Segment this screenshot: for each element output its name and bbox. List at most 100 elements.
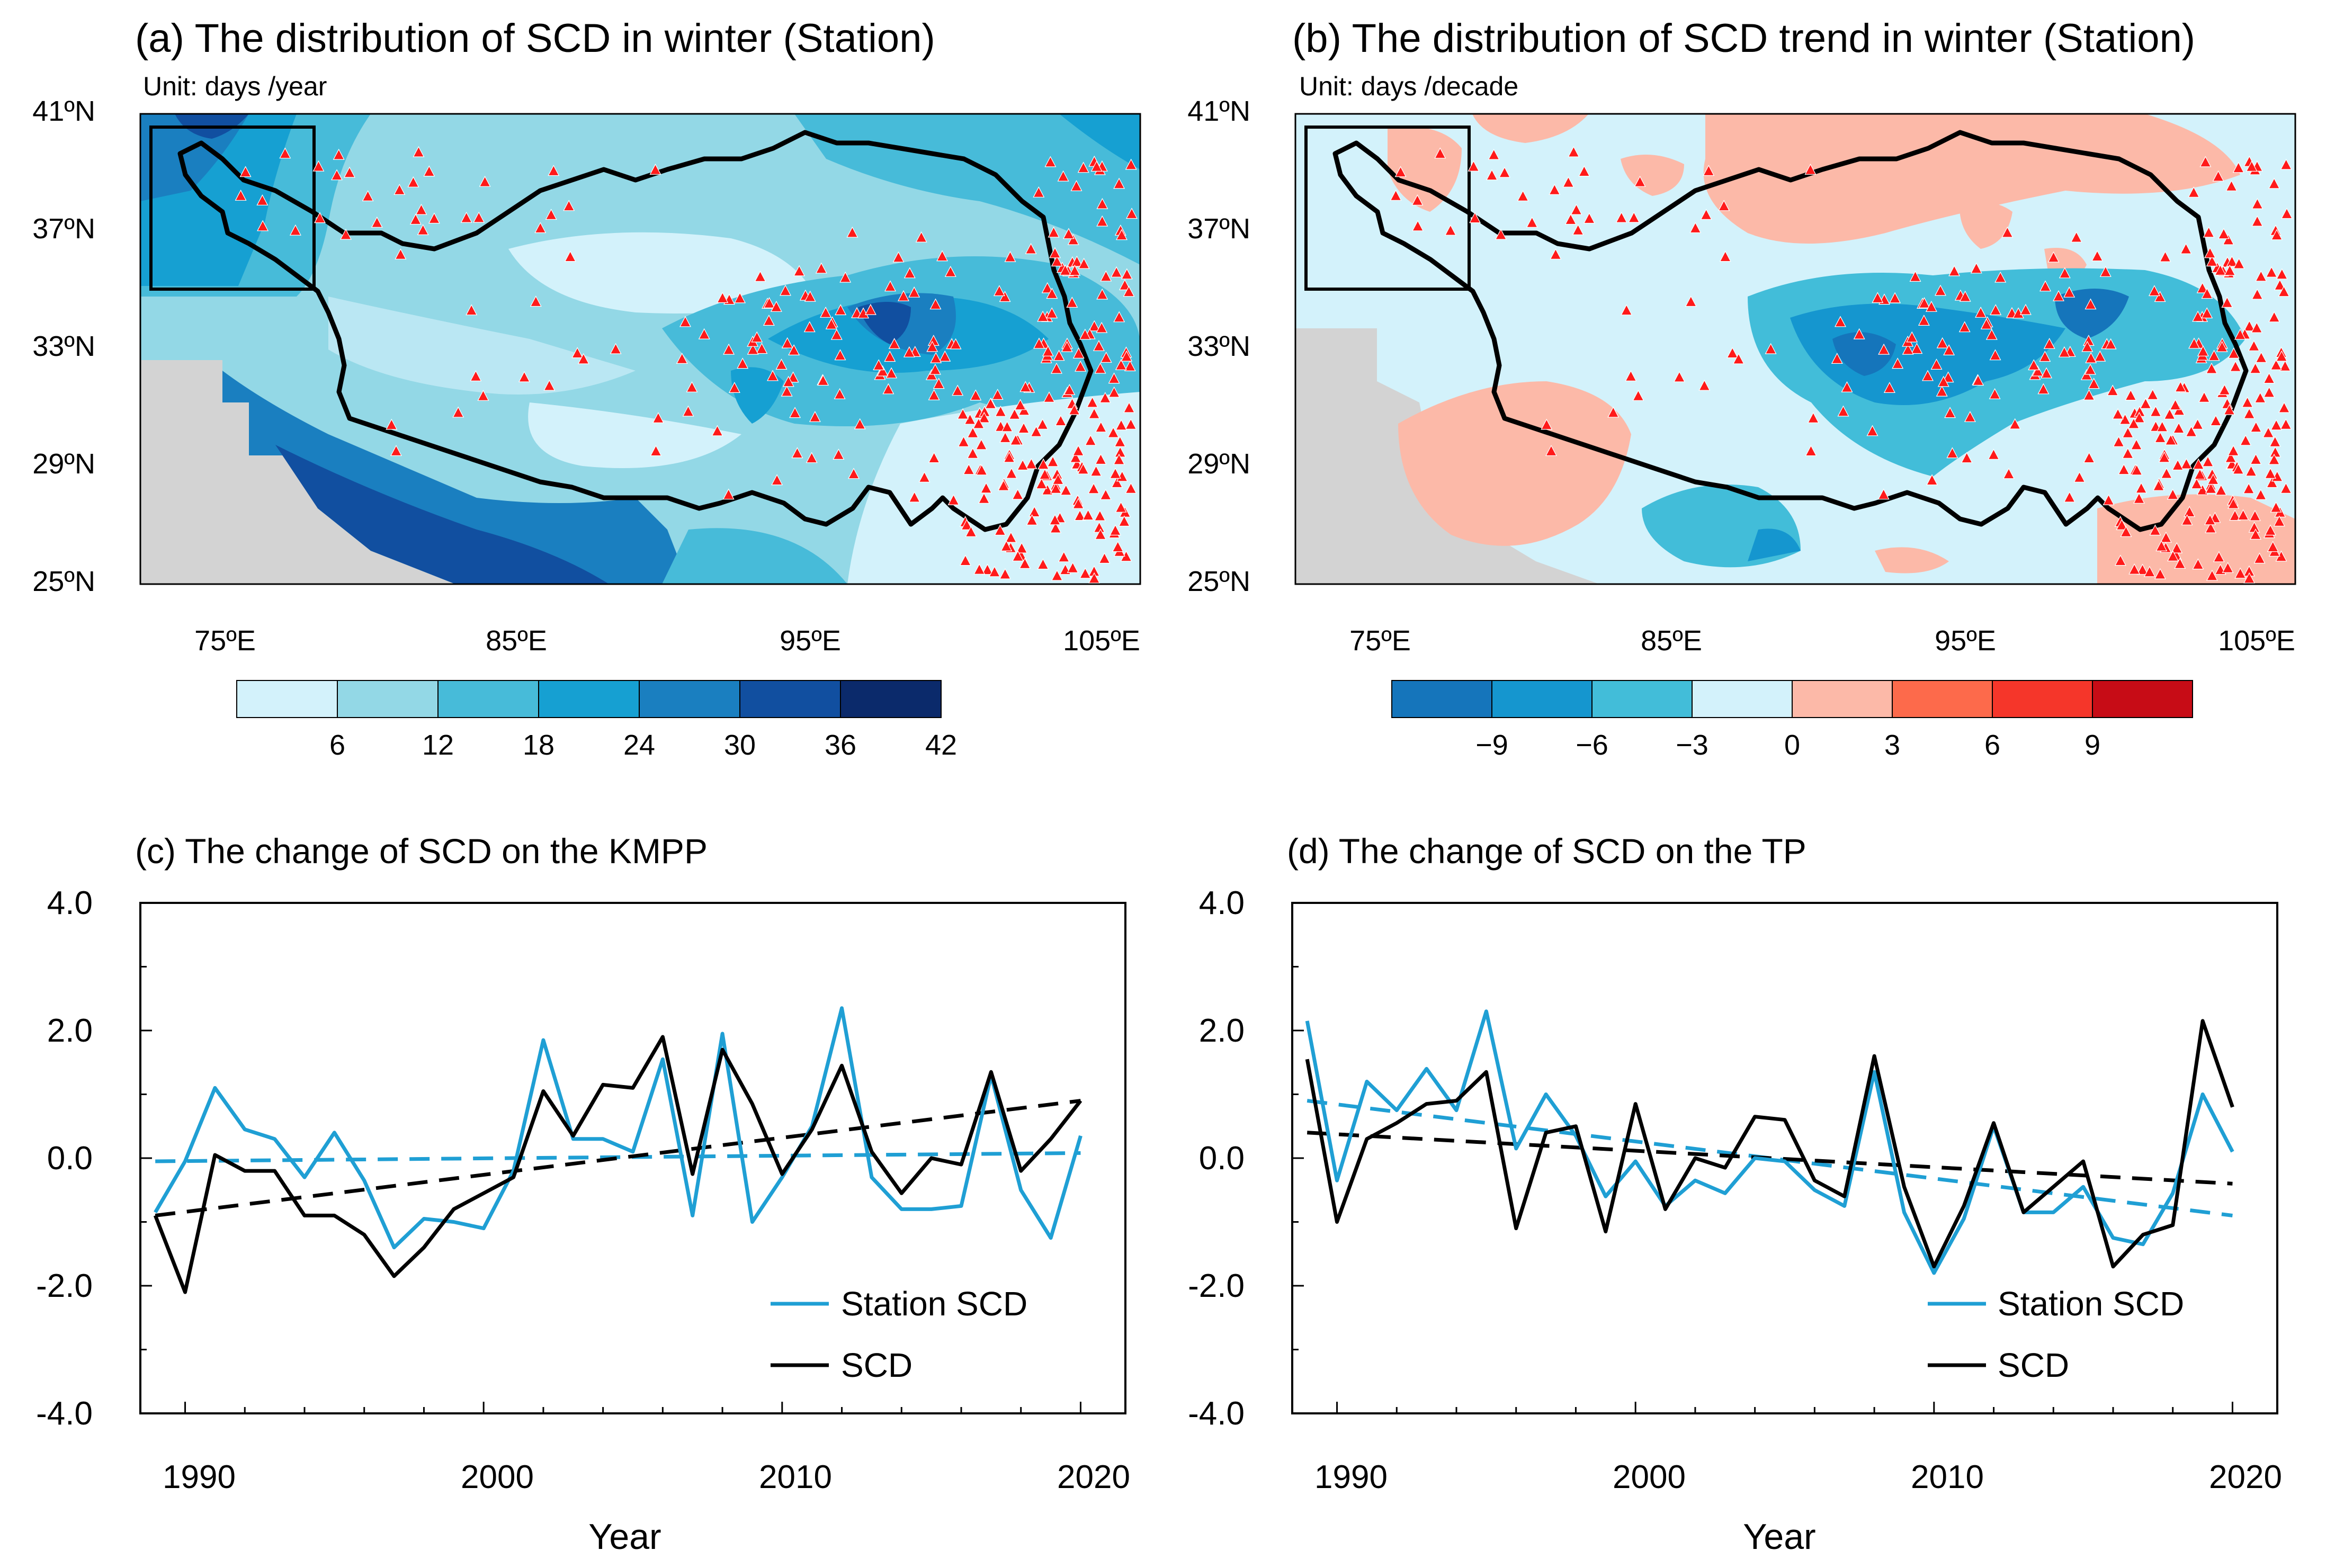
panel-b-station-marker — [2174, 558, 2186, 569]
panel-b-station-marker — [2131, 438, 2142, 450]
panel-a-station-marker — [395, 248, 407, 259]
panel-a-station-marker — [925, 369, 937, 380]
panel-a-station-marker — [1012, 488, 1024, 500]
panel-b-station-marker — [2225, 451, 2236, 463]
panel-c-trend-station — [155, 1151, 1081, 1163]
panel-a-station-marker — [980, 482, 992, 494]
panel-a-unit: Unit: days /year — [143, 71, 327, 101]
panel-b-station-marker — [1831, 353, 1843, 364]
panel-a-lat-tick-29: 29ºN — [32, 448, 95, 480]
panel-b-station-marker — [1517, 190, 1529, 201]
panel-b-station-marker — [1990, 304, 2002, 316]
panel-b-station-marker — [1930, 359, 1943, 370]
panel-c-y-tick-4: 4.0 — [47, 885, 93, 921]
panel-a-station-marker — [957, 408, 969, 419]
panel-a-station-marker — [908, 286, 920, 298]
panel-b-station-marker — [1550, 248, 1562, 259]
panel-b-station-marker — [1698, 379, 1711, 391]
panel-b-station-marker — [1906, 331, 1918, 343]
panel-c-series-station-scd — [154, 1006, 1083, 1250]
panel-a-station-marker — [698, 328, 710, 339]
panel-a-station-marker — [998, 479, 1009, 491]
panel-d-y-tick-m2: -2.0 — [1188, 1268, 1245, 1304]
panel-b-station-marker — [2127, 417, 2140, 429]
panel-b-station-marker — [2009, 418, 2021, 429]
panel-a-station-marker — [903, 346, 915, 357]
panel-a-station-marker — [1049, 247, 1061, 258]
panel-a-station-marker — [1111, 266, 1123, 277]
panel-a-station-marker — [1041, 282, 1053, 293]
panel-b-station-marker — [2243, 407, 2256, 419]
panel-a-station-marker — [1119, 279, 1131, 290]
panel-a-station-marker — [1088, 407, 1101, 419]
panel-b-station-marker — [2250, 528, 2261, 540]
panel-b-station-marker — [2085, 298, 2097, 310]
panel-c-legend-label-scd: SCD — [841, 1346, 912, 1384]
panel-d-series-station-scd — [1305, 1009, 2234, 1275]
panel-b-station-marker — [2215, 484, 2227, 496]
panel-b-station-marker — [1726, 347, 1739, 359]
panel-b-colorbar-bin-6 — [1992, 680, 2093, 718]
panel-a-station-marker — [967, 447, 979, 459]
panel-b-colorbar-bin-2 — [1591, 680, 1693, 718]
panel-a-station-marker — [864, 303, 876, 315]
panel-a-station-marker — [751, 331, 763, 343]
panel-a-station-marker — [717, 292, 729, 303]
panel-a-station-marker — [1051, 255, 1063, 267]
panel-a-tp-boundary — [177, 130, 1094, 532]
panel-a-station-marker — [1118, 515, 1130, 527]
panel-b-station-marker — [2188, 337, 2200, 349]
panel-b-station-marker — [2103, 494, 2115, 505]
panel-b-station-marker — [1989, 349, 2001, 361]
panel-b-station-marker — [1883, 382, 1895, 393]
panel-a-station-marker — [915, 231, 927, 243]
panel-a-station-marker — [1058, 551, 1070, 562]
panel-a-station-marker — [1090, 160, 1103, 172]
panel-b-station-marker — [2217, 228, 2230, 239]
panel-a-station-marker — [884, 351, 896, 362]
panel-b-lat-tick-29: 29ºN — [1187, 448, 1250, 480]
panel-b-station-marker — [1975, 307, 1987, 318]
panel-b-station-marker — [2180, 243, 2192, 254]
panel-b-station-marker — [2227, 497, 2240, 509]
panel-b-station-marker — [2083, 389, 2095, 400]
panel-b-station-marker — [2112, 408, 2124, 419]
panel-b-station-marker — [2253, 552, 2266, 564]
panel-b-station-marker — [2274, 279, 2286, 290]
panel-a-station-marker — [1014, 399, 1026, 410]
panel-a-station-marker — [722, 488, 735, 500]
panel-b-station-marker — [1732, 353, 1745, 364]
panel-a-station-marker — [1026, 514, 1038, 525]
panel-a-station-marker — [386, 418, 398, 430]
panel-b-station-marker — [2224, 264, 2236, 276]
panel-a-station-marker — [235, 190, 247, 201]
panel-b-station-marker — [1922, 370, 1934, 381]
panel-b-station-marker — [1412, 220, 1424, 231]
panel-a-station-marker — [781, 337, 793, 348]
panel-a-station-marker — [393, 184, 406, 195]
panel-a-station-marker — [1116, 229, 1128, 240]
panel-b-station-marker — [1685, 295, 1697, 307]
panel-a-station-marker — [939, 350, 951, 362]
panel-a-stations — [235, 146, 1138, 584]
panel-b-station-marker — [2163, 408, 2176, 419]
panel-b-station-marker — [2245, 465, 2257, 477]
panel-b-station-marker — [2266, 477, 2278, 488]
panel-a-station-marker — [1125, 158, 1137, 170]
panel-a-station-marker — [1028, 506, 1041, 517]
panel-b-station-marker — [2193, 458, 2205, 470]
panel-b-station-marker — [2003, 468, 2015, 479]
panel-a-colorbar-bin-6 — [840, 680, 942, 718]
panel-b-station-marker — [1866, 425, 1878, 436]
panel-a-station-marker — [950, 338, 962, 350]
panel-b-station-marker — [2227, 445, 2240, 456]
panel-a-field — [140, 114, 1140, 584]
panel-a-station-marker — [577, 353, 589, 364]
panel-a-colorbar-label-1: 12 — [422, 729, 454, 761]
panel-b-station-marker — [2084, 363, 2096, 375]
panel-d-x-label: Year — [1743, 1517, 1815, 1557]
panel-b-station-marker — [1878, 343, 1890, 355]
panel-b-station-marker — [2230, 360, 2242, 372]
panel-b-station-marker — [2201, 307, 2213, 319]
panel-a-station-marker — [652, 412, 664, 423]
